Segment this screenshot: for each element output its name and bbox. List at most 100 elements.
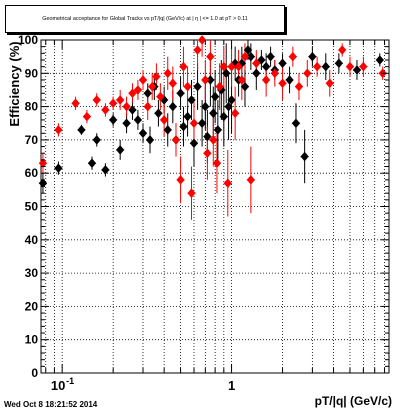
data-point-red	[312, 61, 322, 72]
y-tick-label: 10	[25, 333, 39, 347]
data-point-red	[163, 68, 172, 79]
y-tick-label: 40	[25, 233, 39, 247]
data-point-red	[227, 61, 236, 72]
data-point-black	[187, 95, 196, 105]
data-point-black	[109, 115, 118, 125]
data-point-red	[82, 111, 92, 122]
data-point-black	[300, 151, 309, 162]
data-point-black	[54, 163, 63, 174]
y-tick-label: 30	[25, 266, 39, 280]
data-point-red	[212, 158, 222, 169]
data-point-red	[209, 135, 218, 145]
x-tick-label: 1	[228, 378, 235, 393]
data-points	[38, 35, 387, 199]
data-point-black	[321, 61, 330, 72]
data-point-black	[201, 101, 210, 112]
data-point-black	[224, 101, 233, 112]
data-point-red	[203, 148, 212, 159]
data-point-black	[352, 65, 362, 75]
data-point-red	[171, 135, 181, 145]
data-point-black	[154, 108, 163, 119]
x-axis-label: pT/|q| (GeV/c)	[315, 394, 392, 408]
data-point-red	[261, 75, 271, 85]
data-point-red	[197, 35, 207, 45]
data-point-black	[243, 45, 253, 55]
data-point-red	[183, 81, 192, 92]
data-point-black	[163, 125, 172, 135]
data-point-black	[87, 158, 97, 169]
data-point-black	[209, 108, 218, 119]
chart-title-box: Geometrical acceptance for Global Tracks…	[5, 5, 285, 33]
y-tick-label: 90	[25, 66, 39, 80]
data-point-red	[246, 174, 256, 185]
data-point-red	[176, 174, 185, 185]
data-point-black	[222, 68, 231, 79]
y-axis-label: Efficiency (%)	[7, 41, 22, 126]
data-point-red	[109, 98, 118, 109]
data-point-red	[54, 125, 63, 135]
data-point-red	[189, 118, 199, 129]
data-point-black	[122, 118, 131, 129]
data-point-black	[176, 88, 185, 99]
data-point-red	[230, 108, 240, 119]
data-point-red	[201, 75, 210, 85]
data-point-red	[138, 75, 148, 85]
data-point-red	[179, 61, 188, 72]
data-point-black	[183, 111, 192, 122]
data-point-red	[345, 61, 355, 72]
data-point-black	[213, 125, 223, 135]
data-point-black	[193, 81, 202, 92]
y-tick-label: 20	[25, 299, 39, 313]
data-point-black	[246, 51, 256, 62]
data-point-red	[128, 88, 137, 99]
data-point-red	[38, 158, 48, 169]
data-point-black	[203, 131, 212, 142]
data-point-red	[168, 78, 177, 89]
data-point-black	[77, 125, 86, 135]
data-point-black	[116, 145, 125, 155]
y-tick-label: 70	[25, 133, 39, 147]
data-point-red	[116, 95, 125, 105]
data-point-red	[101, 105, 110, 115]
data-point-black	[240, 81, 250, 92]
data-point-red	[193, 45, 202, 55]
data-point-red	[156, 91, 165, 102]
data-point-black	[308, 51, 317, 62]
data-point-black	[291, 118, 301, 129]
y-tick-label: 50	[25, 200, 39, 214]
data-point-black	[168, 101, 177, 112]
data-point-black	[197, 118, 207, 129]
y-tick-label: 60	[25, 166, 39, 180]
data-point-red	[187, 188, 196, 199]
data-point-red	[206, 51, 215, 62]
data-point-red	[278, 78, 287, 89]
data-point-black	[133, 115, 143, 125]
data-point-black	[38, 178, 48, 189]
data-point-black	[266, 51, 275, 62]
data-point-red	[359, 61, 368, 72]
data-point-red	[133, 85, 143, 95]
data-point-red	[288, 51, 297, 62]
data-point-red	[338, 45, 347, 55]
data-point-black	[252, 68, 261, 79]
data-point-red	[294, 81, 304, 92]
data-point-red	[148, 81, 157, 92]
data-point-black	[334, 58, 344, 69]
x-tick-label: 10	[51, 378, 65, 393]
chart-title: Geometrical acceptance for Global Tracks…	[42, 16, 248, 22]
data-point-red	[152, 71, 161, 82]
data-point-red	[215, 81, 224, 92]
data-point-black	[227, 95, 236, 105]
data-point-black	[375, 55, 384, 65]
data-point-black	[138, 128, 148, 139]
y-tick-label: 0	[31, 366, 38, 380]
data-point-red	[240, 51, 250, 62]
x-tick-label-exponent: -1	[66, 376, 74, 386]
data-point-black	[219, 111, 228, 122]
data-point-red	[159, 115, 169, 125]
data-point-black	[179, 121, 188, 132]
data-point-red	[223, 178, 232, 189]
data-point-red	[122, 101, 131, 112]
error-bars	[38, 39, 387, 220]
